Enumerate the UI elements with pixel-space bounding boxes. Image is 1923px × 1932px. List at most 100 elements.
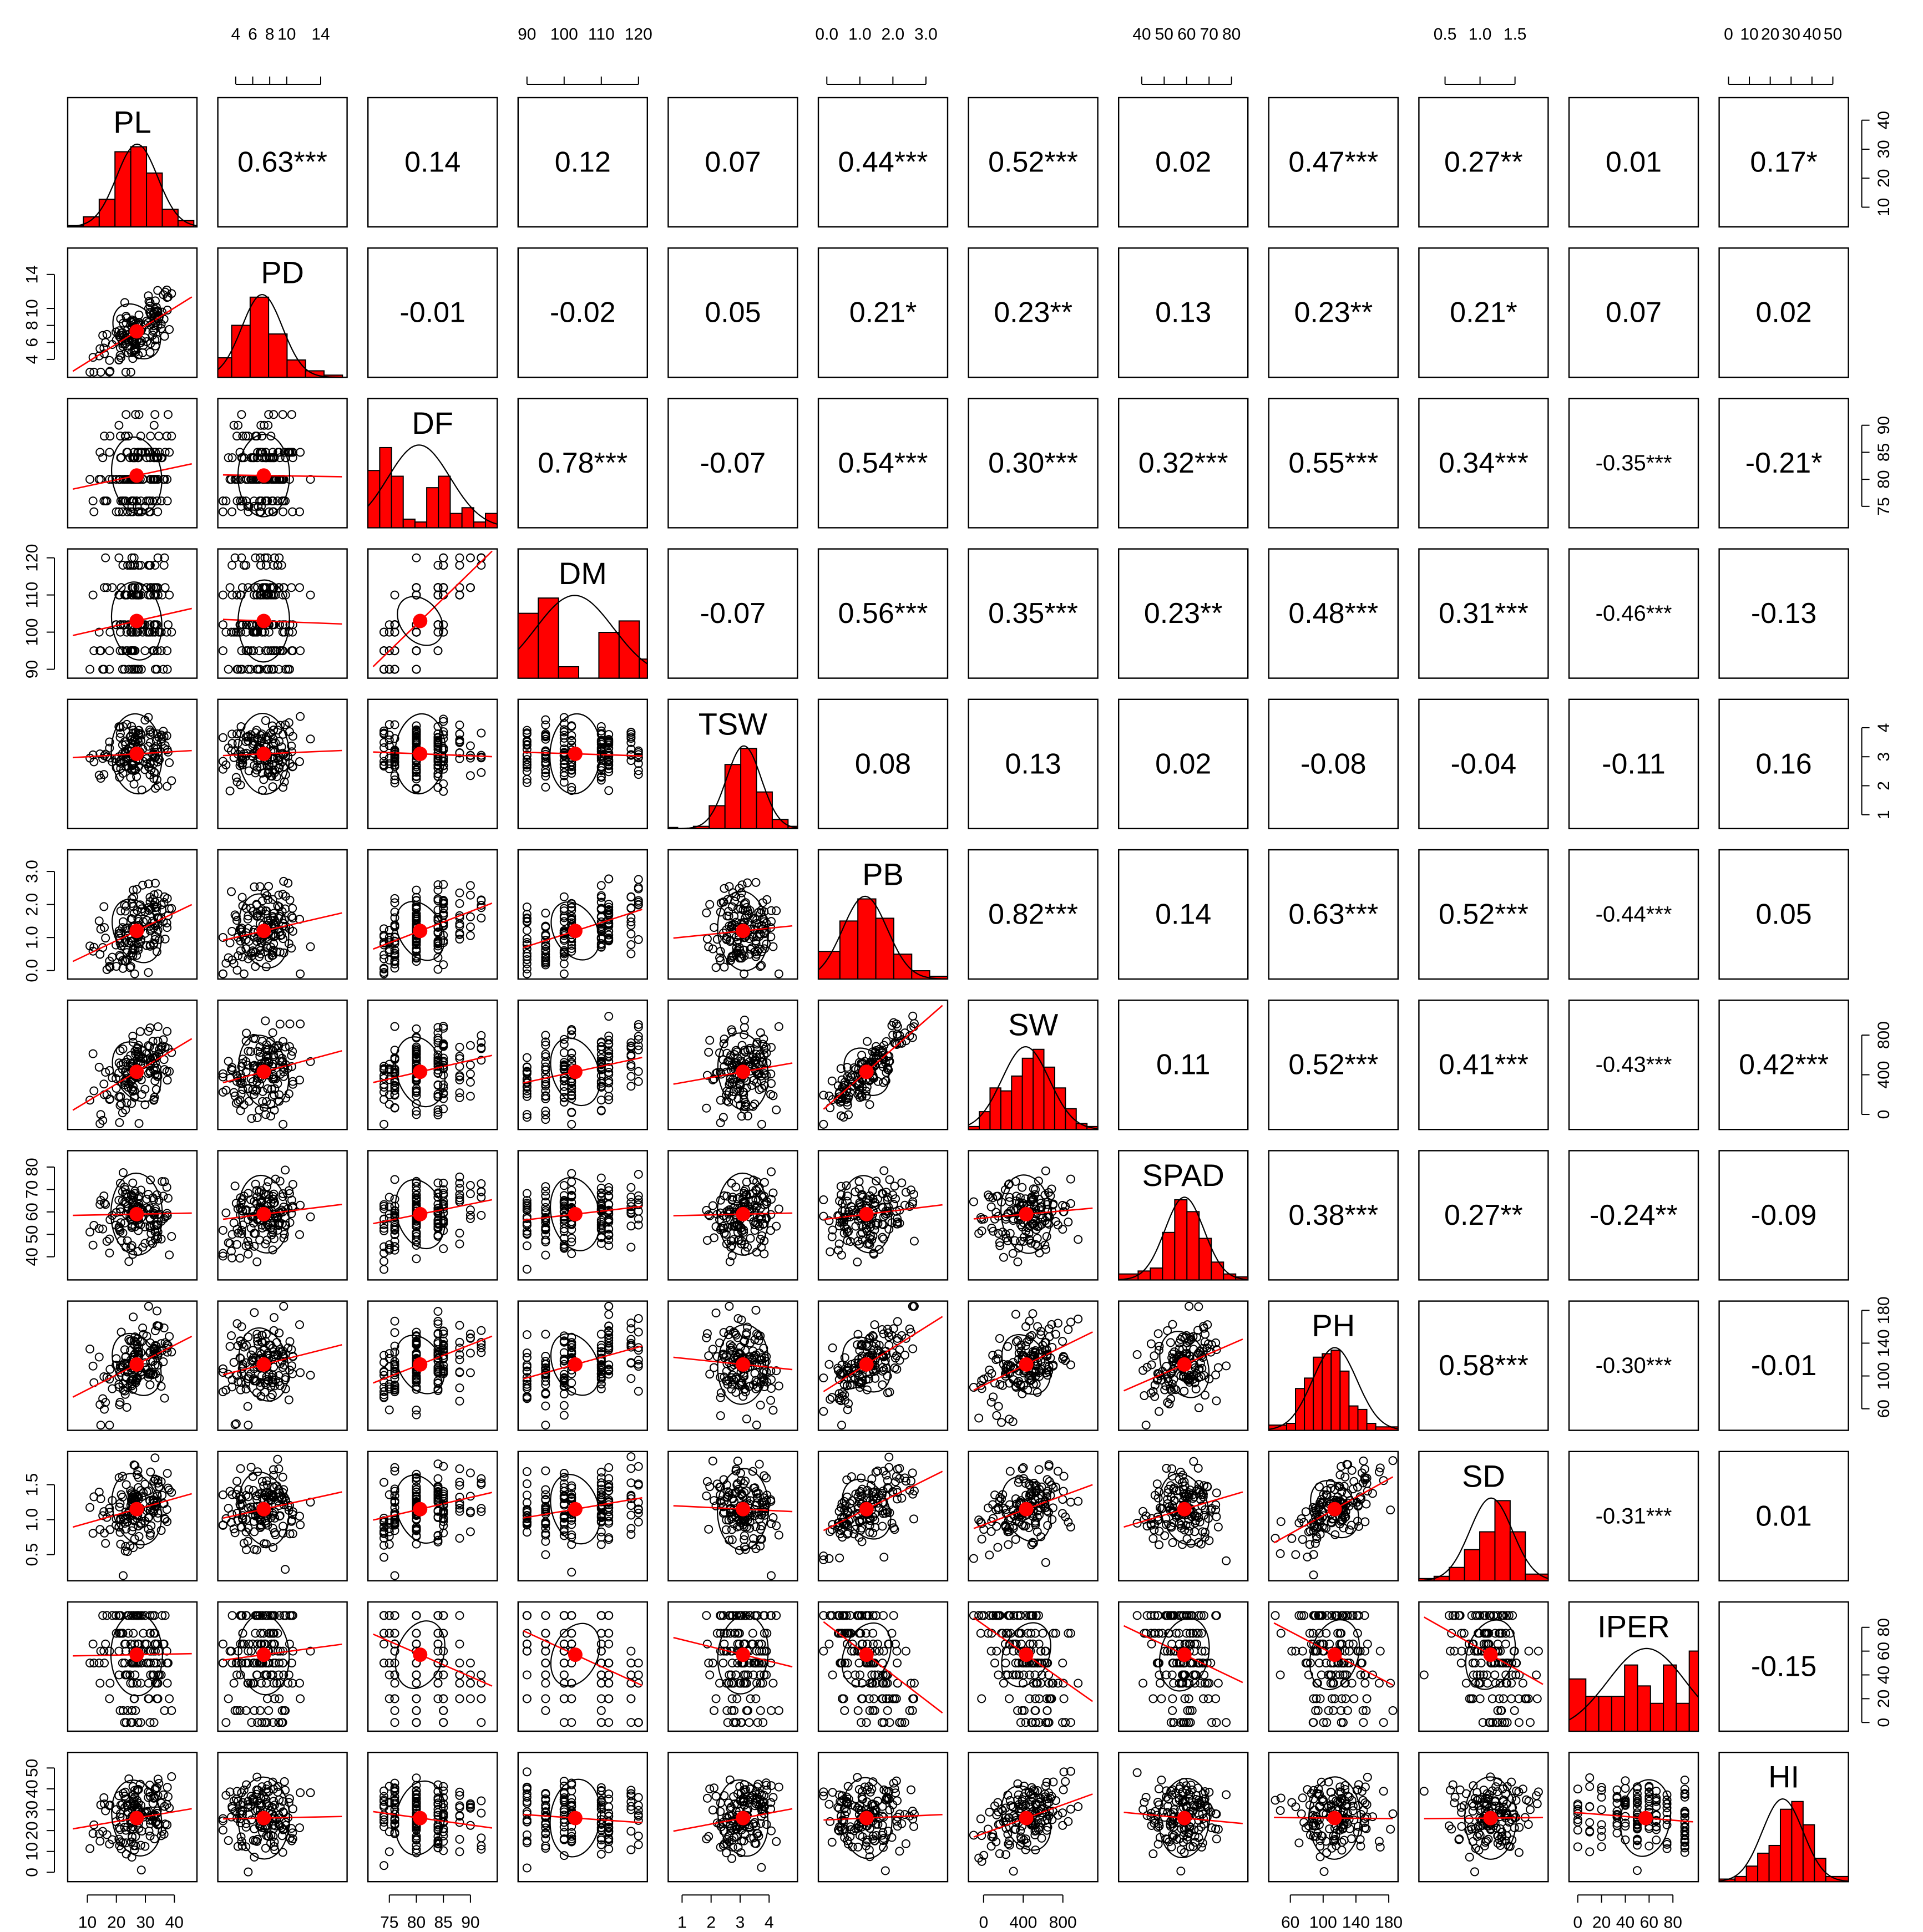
data-point — [732, 943, 741, 952]
data-point — [522, 934, 532, 944]
mean-point — [413, 1064, 428, 1079]
data-point — [723, 1057, 732, 1066]
data-point — [105, 962, 115, 972]
data-point — [248, 741, 257, 750]
panel-pb-pd — [217, 849, 348, 980]
data-point — [160, 1393, 169, 1403]
panel-iper-ph — [1268, 1601, 1399, 1732]
data-point — [634, 875, 643, 884]
data-point — [273, 901, 282, 910]
data-point — [737, 1112, 746, 1121]
data-point — [819, 1091, 828, 1100]
data-point — [412, 774, 421, 784]
variable-label-df: DF — [412, 405, 453, 440]
data-point — [740, 1023, 749, 1032]
data-point — [433, 590, 443, 600]
data-point — [232, 665, 242, 674]
data-point — [274, 665, 284, 674]
data-point — [626, 1072, 636, 1081]
data-point — [604, 1031, 614, 1041]
panel-pb-dm — [517, 849, 648, 980]
correlation-df-tsw: -0.07 — [700, 447, 766, 479]
data-point — [772, 1105, 781, 1114]
data-point — [150, 918, 159, 927]
data-point — [124, 665, 134, 674]
data-point — [248, 907, 257, 916]
data-point — [244, 665, 253, 674]
data-point — [905, 1201, 914, 1211]
data-point — [274, 890, 284, 900]
data-point — [118, 561, 128, 570]
data-point — [567, 1225, 576, 1234]
mean-point — [129, 468, 144, 483]
correlation-dm-spad: 0.23** — [1144, 597, 1223, 630]
data-point — [224, 743, 233, 753]
data-point — [433, 745, 443, 754]
data-point — [827, 1232, 837, 1241]
panel-sw-sd — [1418, 999, 1549, 1130]
data-point — [241, 1067, 251, 1077]
data-point — [742, 1190, 751, 1200]
scatter-spad-vs-dm — [522, 1169, 643, 1274]
data-point — [737, 1041, 747, 1050]
data-point — [279, 583, 289, 592]
data-point — [287, 741, 296, 751]
data-point — [100, 432, 109, 441]
data-point — [130, 969, 139, 978]
data-point — [116, 453, 125, 463]
panel-hi-spad — [1117, 1751, 1249, 1883]
data-point — [559, 969, 569, 978]
data-point — [749, 1217, 758, 1226]
data-point — [232, 1077, 241, 1086]
data-point — [129, 1312, 138, 1322]
data-point — [596, 881, 606, 890]
hist-bar-spad — [1137, 1270, 1151, 1281]
data-point — [121, 367, 130, 377]
correlation-ellipse — [112, 303, 161, 359]
data-point — [149, 940, 158, 949]
data-point — [234, 1377, 243, 1387]
data-point — [120, 1185, 130, 1194]
mean-point — [736, 1064, 751, 1079]
data-point — [702, 1103, 711, 1113]
data-point — [634, 770, 643, 779]
data-point — [465, 1210, 475, 1220]
data-point — [390, 775, 399, 784]
panel-dm-hi — [1718, 548, 1849, 679]
correlation-pb-hi: 0.05 — [1755, 899, 1811, 931]
data-point — [733, 904, 742, 914]
data-point — [596, 763, 606, 773]
density-curve-pd — [217, 294, 347, 378]
data-point — [735, 942, 744, 952]
data-point — [261, 716, 270, 725]
hist-bar-ph — [1304, 1377, 1314, 1431]
data-point — [255, 882, 265, 891]
data-point — [251, 432, 260, 441]
data-point — [477, 753, 486, 763]
correlation-dm-iper: -0.46*** — [1596, 601, 1672, 626]
data-point — [477, 728, 486, 738]
data-point — [116, 1207, 125, 1216]
data-point — [262, 665, 271, 674]
data-point — [743, 878, 752, 888]
hist-bar-df — [449, 513, 463, 529]
panel-sw-spad — [1117, 999, 1249, 1130]
data-point — [983, 1190, 993, 1200]
data-point — [149, 1370, 158, 1379]
data-point — [522, 744, 532, 754]
data-point — [477, 1031, 486, 1040]
data-point — [839, 1113, 848, 1122]
data-point — [281, 665, 291, 674]
data-point — [108, 1211, 117, 1220]
data-point — [439, 1185, 448, 1194]
correlation-tsw-hi: 0.16 — [1755, 748, 1811, 780]
data-point — [116, 353, 125, 362]
panel-pd-ph — [1268, 247, 1399, 378]
data-point — [145, 1338, 155, 1347]
hist-bar-df — [414, 521, 428, 529]
data-point — [541, 772, 550, 781]
data-point — [379, 627, 389, 637]
data-point — [735, 884, 744, 893]
data-point — [288, 1203, 297, 1213]
data-point — [477, 1056, 486, 1065]
